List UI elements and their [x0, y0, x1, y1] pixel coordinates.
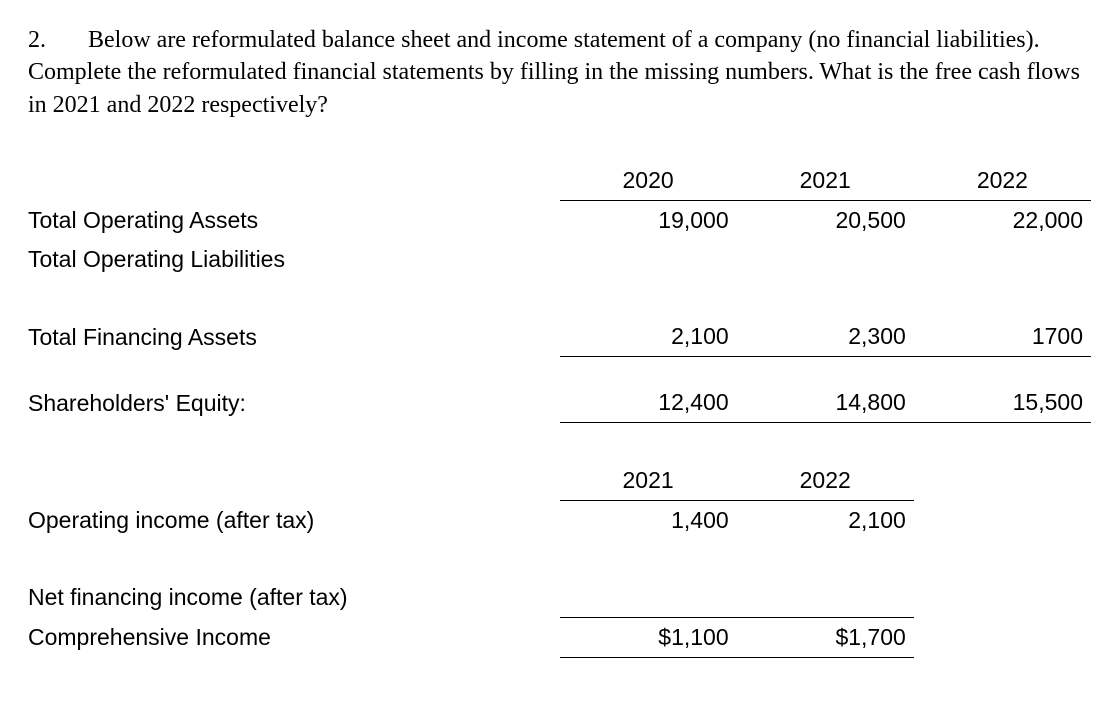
is-col-2021: 2021: [560, 461, 737, 501]
spacer-row: [28, 279, 1091, 317]
label-oi: Operating income (after tax): [28, 501, 560, 541]
empty-cell: [28, 461, 560, 501]
financial-statements-table: 2020 2021 2022 Total Operating Assets 19…: [28, 161, 1091, 658]
toa-2021: 20,500: [737, 201, 914, 241]
row-operating-income: Operating income (after tax) 1,400 2,100: [28, 501, 1091, 541]
label-ci: Comprehensive Income: [28, 617, 560, 657]
row-comprehensive-income: Comprehensive Income $1,100 $1,700: [28, 617, 1091, 657]
question-text: 2.Below are reformulated balance sheet a…: [28, 24, 1091, 121]
oi-2022: 2,100: [737, 501, 914, 541]
row-total-financing-assets: Total Financing Assets 2,100 2,300 1700: [28, 317, 1091, 357]
tol-2020: [560, 240, 737, 279]
bs-col-2020: 2020: [560, 161, 737, 201]
tfa-2020: 2,100: [560, 317, 737, 357]
toa-2020: 19,000: [560, 201, 737, 241]
label-toa: Total Operating Assets: [28, 201, 560, 241]
tol-2022: [914, 240, 1091, 279]
oi-2021: 1,400: [560, 501, 737, 541]
tfa-2022: 1700: [914, 317, 1091, 357]
spacer-row: [28, 357, 1091, 384]
label-tol: Total Operating Liabilities: [28, 240, 560, 279]
empty-cell: [914, 578, 1091, 617]
toa-2022: 22,000: [914, 201, 1091, 241]
question-number: 2.: [28, 24, 88, 56]
ci-2022: $1,700: [737, 617, 914, 657]
row-shareholders-equity: Shareholders' Equity: 12,400 14,800 15,5…: [28, 383, 1091, 423]
bs-col-2021: 2021: [737, 161, 914, 201]
empty-cell: [914, 501, 1091, 541]
bs-header-row: 2020 2021 2022: [28, 161, 1091, 201]
spacer-row: [28, 423, 1091, 462]
row-net-financing-income: Net financing income (after tax): [28, 578, 1091, 617]
question-body: Below are reformulated balance sheet and…: [28, 27, 1080, 118]
spacer-row: [28, 540, 1091, 578]
nfi-2021: [560, 578, 737, 617]
row-total-operating-liabilities: Total Operating Liabilities: [28, 240, 1091, 279]
label-tfa: Total Financing Assets: [28, 317, 560, 357]
row-total-operating-assets: Total Operating Assets 19,000 20,500 22,…: [28, 201, 1091, 241]
ci-2021: $1,100: [560, 617, 737, 657]
is-col-2022: 2022: [737, 461, 914, 501]
se-2020: 12,400: [560, 383, 737, 423]
se-2022: 15,500: [914, 383, 1091, 423]
nfi-2022: [737, 578, 914, 617]
bs-col-2022: 2022: [914, 161, 1091, 201]
tol-2021: [737, 240, 914, 279]
is-header-row: 2021 2022: [28, 461, 1091, 501]
empty-cell: [914, 461, 1091, 501]
se-2021: 14,800: [737, 383, 914, 423]
label-se: Shareholders' Equity:: [28, 383, 560, 423]
empty-cell: [914, 617, 1091, 657]
label-nfi: Net financing income (after tax): [28, 578, 560, 617]
tfa-2021: 2,300: [737, 317, 914, 357]
empty-cell: [28, 161, 560, 201]
